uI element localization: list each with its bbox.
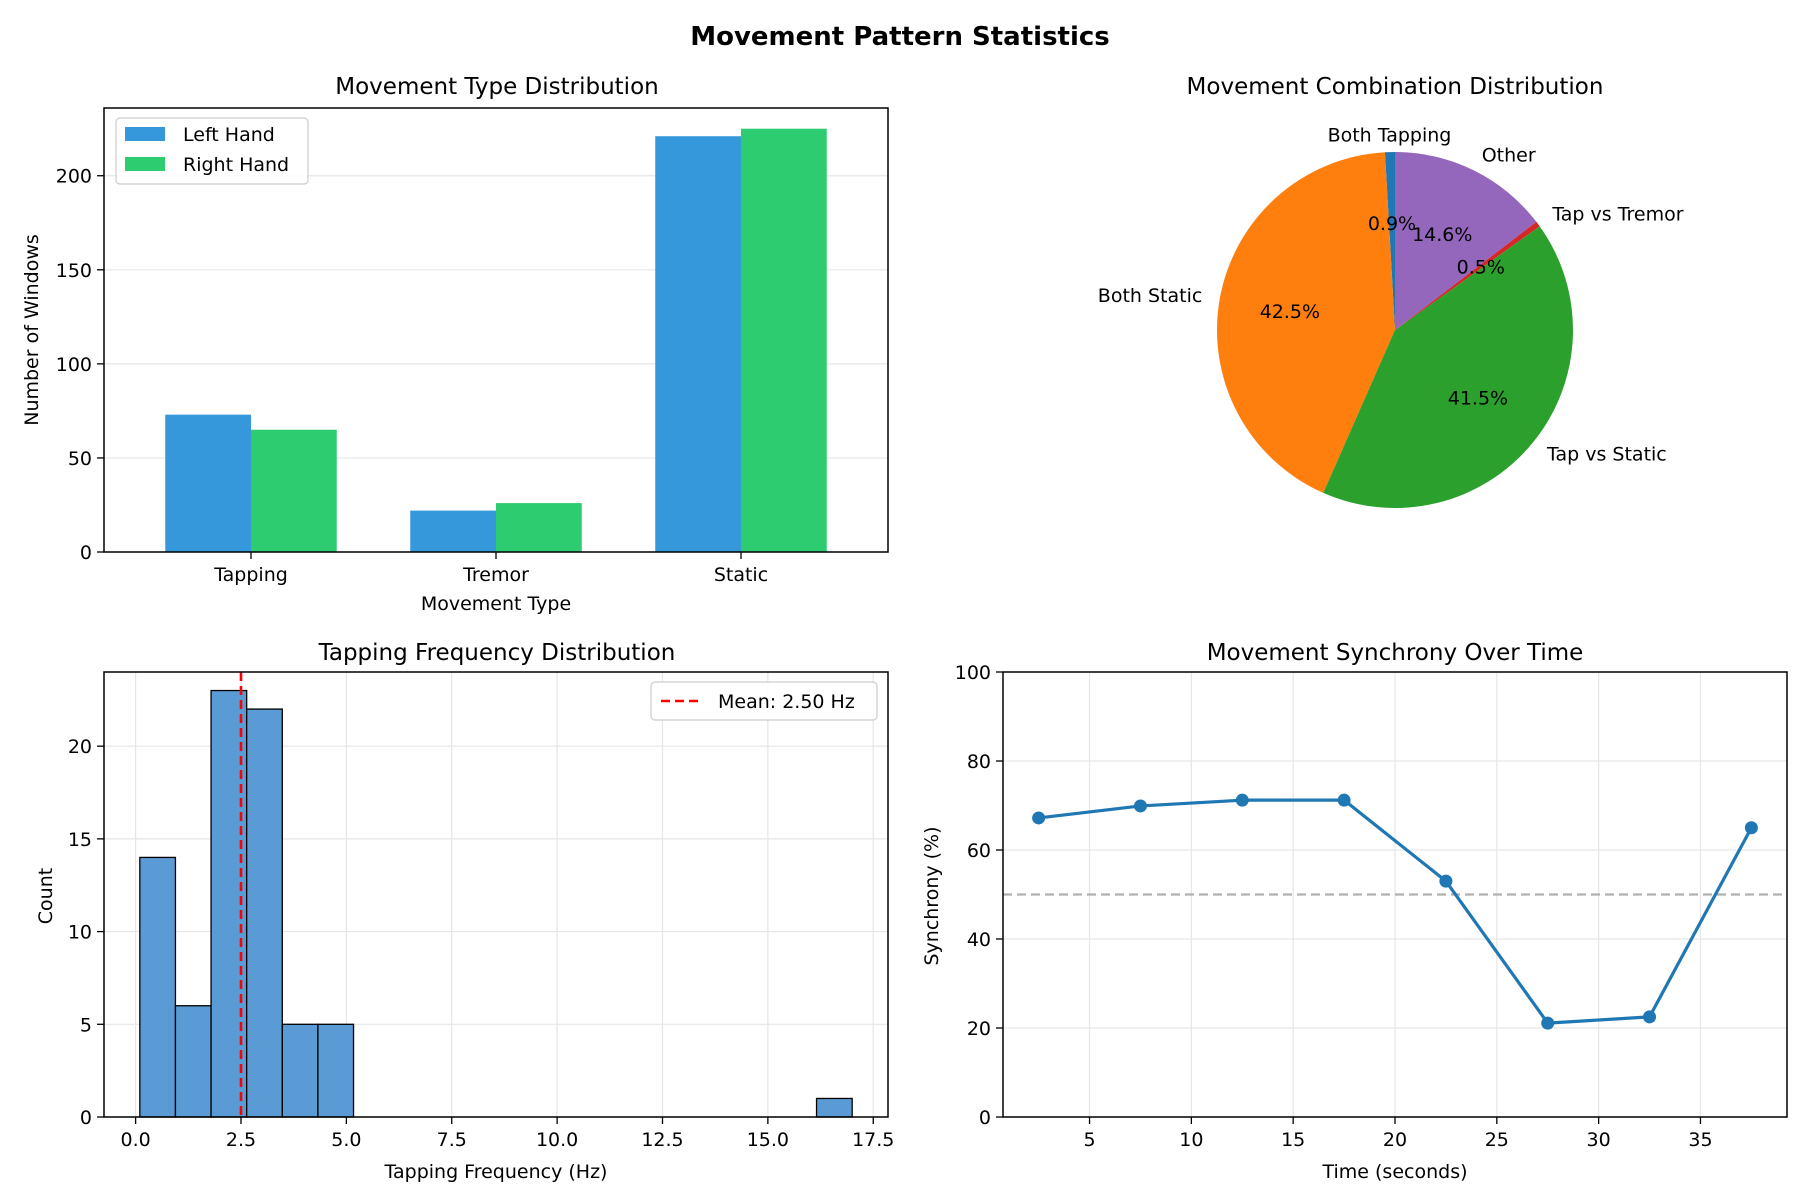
x-tick-label: 20 bbox=[1383, 1129, 1407, 1151]
x-tick-label: 25 bbox=[1485, 1129, 1509, 1151]
y-tick-label: 100 bbox=[56, 354, 92, 376]
pie-pct-tap-vs-tremor: 0.5% bbox=[1457, 256, 1505, 278]
pie-pct-other: 14.6% bbox=[1412, 224, 1472, 246]
line-chart-title: Movement Synchrony Over Time bbox=[1207, 640, 1584, 666]
y-tick-label: 80 bbox=[967, 751, 991, 773]
pie-chart-panel: Movement Combination Distribution Both T… bbox=[1098, 74, 1684, 508]
synchrony-point bbox=[1744, 821, 1758, 835]
x-tick-label: 5 bbox=[1083, 1129, 1095, 1151]
histogram-bar bbox=[815, 1097, 853, 1118]
pie-slice-other bbox=[1395, 152, 1537, 330]
x-tick-label: 10 bbox=[1179, 1129, 1203, 1151]
x-tick-label: 15.0 bbox=[747, 1129, 789, 1151]
line-chart-panel: Movement Synchrony Over Time 5 10 15 20 25 30… bbox=[921, 640, 1788, 1183]
x-tick-label: 30 bbox=[1587, 1129, 1611, 1151]
x-tick-label: 7.5 bbox=[437, 1129, 467, 1151]
pie-pct-both-static: 42.5% bbox=[1260, 301, 1320, 323]
bar-chart-legend: Left Hand Right Hand bbox=[115, 117, 309, 185]
histogram-bar bbox=[174, 1005, 212, 1118]
pie-label-tap-vs-static: Tap vs Static bbox=[1546, 443, 1667, 465]
x-tick-label: Static bbox=[714, 564, 768, 586]
x-tick-label: 17.5 bbox=[852, 1129, 894, 1151]
pie-label-other: Other bbox=[1482, 144, 1536, 166]
synchrony-point bbox=[1235, 793, 1249, 807]
legend-box bbox=[650, 681, 878, 721]
synchrony-point bbox=[1439, 874, 1453, 888]
bar-chart-title: Movement Type Distribution bbox=[335, 74, 658, 100]
y-tick-label: 200 bbox=[56, 166, 92, 188]
histogram-legend: Mean: 2.50 Hz bbox=[650, 681, 878, 721]
y-tick-label: 15 bbox=[68, 829, 92, 851]
histogram-title: Tapping Frequency Distribution bbox=[318, 640, 676, 666]
y-tick-label: 0 bbox=[979, 1107, 991, 1129]
figure-title: Movement Pattern Statistics bbox=[690, 22, 1110, 52]
histogram-ylabel: Count bbox=[35, 868, 57, 924]
y-tick-label: 50 bbox=[68, 448, 92, 470]
legend-swatch-left-hand bbox=[125, 127, 165, 141]
synchrony-point bbox=[1643, 1010, 1657, 1024]
bar-left-hand-tapping bbox=[165, 414, 251, 552]
x-tick-label: 12.5 bbox=[641, 1129, 683, 1151]
histogram-panel: Tapping Frequency Distribution 0.0 2.5 5.0… bbox=[35, 640, 894, 1183]
pie-slice-tap-vs-static bbox=[1323, 226, 1573, 508]
histogram-bar bbox=[139, 856, 177, 1118]
line-chart-ylabel: Synchrony (%) bbox=[921, 826, 943, 965]
pie-label-both-static: Both Static bbox=[1098, 285, 1203, 307]
x-tick-label: 35 bbox=[1688, 1129, 1712, 1151]
bar-right-hand-tapping bbox=[251, 429, 337, 552]
x-tick-label: Tremor bbox=[462, 564, 529, 586]
bar-chart-xlabel: Movement Type bbox=[421, 593, 571, 615]
y-tick-label: 0 bbox=[80, 542, 92, 564]
pie-slice-tap-vs-tremor bbox=[1395, 221, 1540, 330]
y-tick-label: 20 bbox=[68, 736, 92, 758]
bar-right-hand-tremor bbox=[496, 503, 582, 552]
y-tick-label: 10 bbox=[68, 922, 92, 944]
histogram-xlabel: Tapping Frequency (Hz) bbox=[384, 1161, 608, 1183]
histogram-bar bbox=[317, 1023, 355, 1118]
legend-label-right-hand: Right Hand bbox=[183, 154, 289, 176]
synchrony-point bbox=[1337, 793, 1351, 807]
y-tick-label: 60 bbox=[967, 840, 991, 862]
line-chart-xlabel: Time (seconds) bbox=[1321, 1161, 1467, 1183]
legend-label-left-hand: Left Hand bbox=[183, 124, 275, 146]
synchrony-line bbox=[1038, 798, 1753, 1025]
x-tick-label: 15 bbox=[1281, 1129, 1305, 1151]
bar-left-hand-tremor bbox=[410, 510, 496, 552]
synchrony-point bbox=[1541, 1016, 1555, 1030]
bar-right-hand-static bbox=[741, 128, 827, 552]
y-tick-label: 100 bbox=[955, 662, 991, 684]
histogram-axes-frame bbox=[103, 671, 889, 1118]
y-tick-label: 150 bbox=[56, 260, 92, 282]
pie-slice-both-tapping bbox=[1384, 152, 1395, 330]
x-tick-label: 5.0 bbox=[331, 1129, 361, 1151]
bar-chart-panel: Movement Type Distribution 0 50 100 150 200 T… bbox=[21, 74, 889, 615]
bar-left-hand-static bbox=[655, 136, 741, 552]
histogram-bar bbox=[281, 1023, 319, 1118]
x-tick-label: Tapping bbox=[213, 564, 288, 586]
pie-pct-both-tapping: 0.9% bbox=[1368, 213, 1416, 235]
y-tick-label: 40 bbox=[967, 929, 991, 951]
y-tick-label: 5 bbox=[80, 1014, 92, 1036]
legend-swatch-right-hand bbox=[125, 157, 165, 171]
legend-label-mean: Mean: 2.50 Hz bbox=[718, 691, 855, 713]
pie-slice-both-static bbox=[1217, 152, 1395, 493]
x-tick-label: 0.0 bbox=[121, 1129, 151, 1151]
synchrony-point bbox=[1032, 811, 1046, 825]
synchrony-point bbox=[1133, 799, 1147, 813]
y-tick-label: 20 bbox=[967, 1018, 991, 1040]
bar-chart-ylabel: Number of Windows bbox=[21, 234, 43, 426]
x-tick-label: 2.5 bbox=[226, 1129, 256, 1151]
x-tick-label: 10.0 bbox=[536, 1129, 578, 1151]
y-tick-label: 0 bbox=[80, 1107, 92, 1129]
pie-label-tap-vs-tremor: Tap vs Tremor bbox=[1551, 203, 1683, 225]
pie-pct-tap-vs-static: 41.5% bbox=[1448, 387, 1508, 409]
pie-label-both-tapping: Both Tapping bbox=[1328, 124, 1452, 146]
histogram-bar bbox=[246, 708, 283, 1118]
pie-chart-title: Movement Combination Distribution bbox=[1187, 74, 1604, 100]
